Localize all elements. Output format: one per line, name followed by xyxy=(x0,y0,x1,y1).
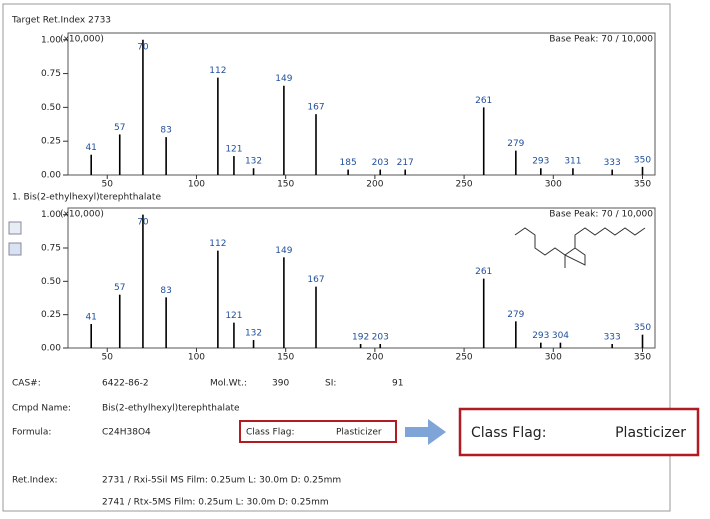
structure xyxy=(514,227,646,256)
peak-label: 185 xyxy=(340,158,357,168)
x-tick-label: 300 xyxy=(545,353,562,363)
peak-label: 70 xyxy=(137,43,149,53)
ri-1: 2731 / Rxi-5Sil MS Film: 0.25um L: 30.0m… xyxy=(102,476,341,486)
x-tick-label: 50 xyxy=(102,180,114,190)
y-tick-label: 0.75 xyxy=(41,69,61,79)
cas-label: CAS#: xyxy=(12,379,41,389)
spectrum-header: 1. Bis(2-ethylhexyl)terephthalate xyxy=(12,193,161,203)
scale-label: (x10,000) xyxy=(60,210,104,220)
base-peak: Base Peak: 70 / 10,000 xyxy=(549,210,653,220)
peak-label: 167 xyxy=(307,103,324,113)
peak-label: 112 xyxy=(209,66,226,76)
peak-label: 293 xyxy=(532,331,549,341)
peak-label: 217 xyxy=(397,158,414,168)
peak-label: 311 xyxy=(564,157,581,167)
scroll-up[interactable] xyxy=(8,221,22,235)
mw-label: Mol.Wt.: xyxy=(210,379,247,389)
y-tick-label: 0.50 xyxy=(41,103,61,113)
peak-label: 304 xyxy=(552,331,569,341)
peak-label: 83 xyxy=(160,126,171,136)
si: 91 xyxy=(392,379,403,389)
callout-box xyxy=(458,407,700,457)
y-tick-label: 0.25 xyxy=(41,310,61,320)
peak-label: 41 xyxy=(85,143,96,153)
x-tick-label: 200 xyxy=(366,353,383,363)
ri-2: 2741 / Rtx-5MS Film: 0.25um L: 30.0m D: … xyxy=(102,498,329,508)
x-tick-label: 150 xyxy=(277,180,294,190)
peak-label: 203 xyxy=(372,158,389,168)
peak-label: 333 xyxy=(604,158,621,168)
y-tick-label: 0.25 xyxy=(41,137,61,147)
y-tick-label: 0.75 xyxy=(41,244,61,254)
peak-label: 350 xyxy=(634,323,651,333)
peak-label: 149 xyxy=(275,246,292,256)
y-tick-label: 0.00 xyxy=(41,344,61,354)
peak-label: 132 xyxy=(245,157,262,167)
y-tick-label: 1.00 xyxy=(41,35,61,45)
x-tick-label: 150 xyxy=(277,353,294,363)
arrow xyxy=(405,419,446,445)
x-tick-label: 200 xyxy=(366,180,383,190)
si-label: SI: xyxy=(325,379,336,389)
callout-label: Class Flag: xyxy=(471,425,546,441)
peak-label: 203 xyxy=(372,333,389,343)
y-tick-label: 0.50 xyxy=(41,277,61,287)
peak-label: 192 xyxy=(352,333,369,343)
plot-frame xyxy=(67,32,656,176)
name-label: Cmpd Name: xyxy=(12,404,71,414)
peak-label: 149 xyxy=(275,74,292,84)
peak-label: 261 xyxy=(475,267,492,277)
peak-label: 350 xyxy=(634,155,651,165)
peak-label: 132 xyxy=(245,329,262,339)
x-tick-label: 250 xyxy=(455,353,472,363)
name: Bis(2-ethylhexyl)terephthalate xyxy=(102,404,240,414)
ri-label: Ret.Index: xyxy=(12,476,58,486)
flag-label: Class Flag: xyxy=(246,428,294,438)
peak-label: 41 xyxy=(85,313,96,323)
formula: C24H38O4 xyxy=(102,428,151,438)
peak-label: 57 xyxy=(114,283,125,293)
spectrum-header: Target Ret.Index 2733 xyxy=(11,16,111,26)
cas: 6422-86-2 xyxy=(102,379,149,389)
peak-label: 167 xyxy=(307,275,324,285)
mw: 390 xyxy=(272,379,289,389)
x-tick-label: 350 xyxy=(634,180,651,190)
x-tick-label: 50 xyxy=(102,353,114,363)
x-tick-label: 350 xyxy=(634,353,651,363)
peak-label: 70 xyxy=(137,218,149,228)
callout-value: Plasticizer xyxy=(615,425,686,441)
y-tick-label: 1.00 xyxy=(41,210,61,220)
peak-label: 279 xyxy=(507,139,524,149)
structure-branch xyxy=(564,247,586,268)
base-peak: Base Peak: 70 / 10,000 xyxy=(549,35,653,45)
peak-label: 112 xyxy=(209,239,226,249)
peak-label: 279 xyxy=(507,310,524,320)
peak-label: 333 xyxy=(604,333,621,343)
scroll-down[interactable] xyxy=(8,242,22,256)
y-tick-label: 0.00 xyxy=(41,171,61,181)
peak-label: 293 xyxy=(532,157,549,167)
scale-label: (x10,000) xyxy=(60,35,104,45)
peak-label: 261 xyxy=(475,96,492,106)
flag: Plasticizer xyxy=(336,428,382,438)
plot-frame xyxy=(67,207,656,349)
x-tick-label: 100 xyxy=(188,180,205,190)
peak-label: 121 xyxy=(225,145,242,155)
peak-label: 57 xyxy=(114,123,125,133)
x-tick-label: 300 xyxy=(545,180,562,190)
x-tick-label: 100 xyxy=(188,353,205,363)
peak-label: 83 xyxy=(160,286,171,296)
formula-label: Formula: xyxy=(12,428,51,438)
x-tick-label: 250 xyxy=(455,180,472,190)
highlight-box xyxy=(239,420,397,443)
peak-label: 121 xyxy=(225,311,242,321)
